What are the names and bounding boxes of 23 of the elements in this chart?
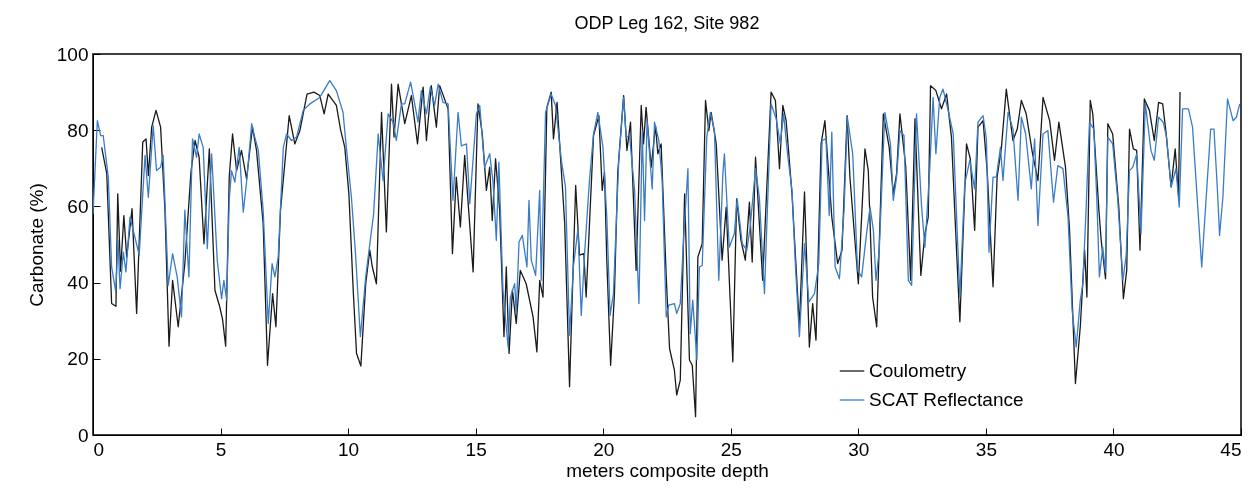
x-tick-label: 35 <box>975 438 997 460</box>
x-tick-label: 15 <box>465 438 487 460</box>
y-tick-label: 60 <box>67 195 89 217</box>
x-tick-label: 45 <box>1220 438 1242 460</box>
y-tick-label: 0 <box>77 424 89 446</box>
x-tick-label: 5 <box>215 438 227 460</box>
x-tick-label: 0 <box>93 438 105 460</box>
line-series <box>101 83 1181 418</box>
legend-label: Coulometry <box>869 360 967 381</box>
x-tick-label: 30 <box>848 438 870 460</box>
x-tick-label: 20 <box>593 438 615 460</box>
y-tick-label: 40 <box>67 272 89 294</box>
x-axis-title: meters composite depth <box>566 459 769 481</box>
x-tick-label: 25 <box>720 438 742 460</box>
legend-label: SCAT Reflectance <box>869 389 1024 410</box>
chart-title: ODP Leg 162, Site 982 <box>574 13 760 33</box>
line-series <box>93 80 1241 361</box>
y-tick-label: 20 <box>67 348 89 370</box>
y-axis-title: Carbonate (%) <box>25 183 47 307</box>
x-tick-label: 10 <box>338 438 360 460</box>
y-tick-label: 80 <box>67 119 89 141</box>
x-tick-label: 40 <box>1103 438 1125 460</box>
y-tick-label: 100 <box>56 43 89 65</box>
